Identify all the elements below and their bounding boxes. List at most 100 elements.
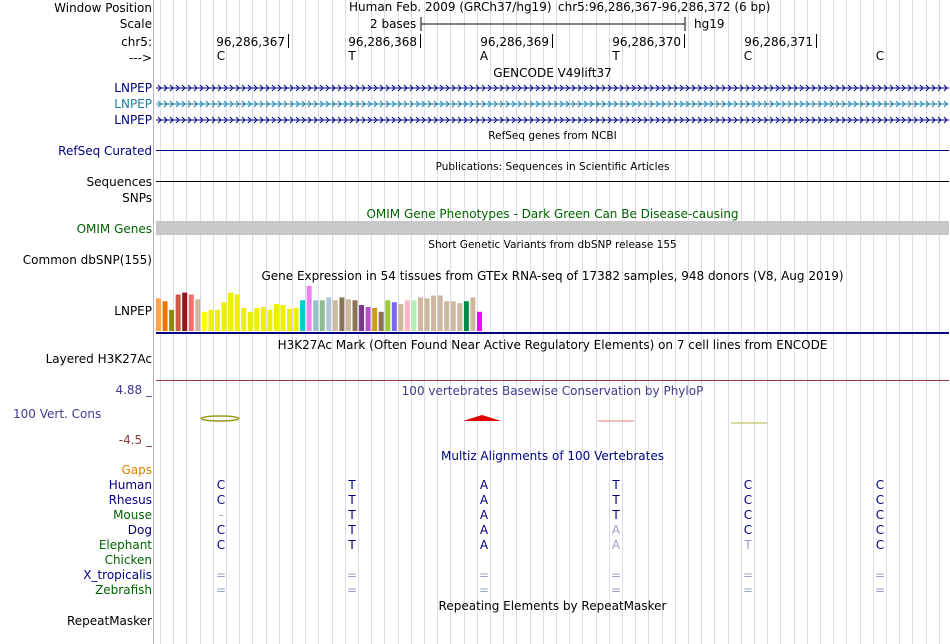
gtex-tissue-bar[interactable] [424, 298, 430, 331]
gtex-tissue-bar[interactable] [182, 292, 188, 331]
grid-line [794, 0, 795, 644]
gtex-tissue-bar[interactable] [260, 307, 266, 331]
multiz-title[interactable]: Multiz Alignments of 100 Vertebrates [440, 449, 665, 463]
dbsnp-label[interactable]: Common dbSNP(155) [22, 253, 152, 267]
gene-model-2[interactable] [156, 100, 949, 108]
reference-base[interactable]: C [216, 49, 226, 63]
reference-base[interactable]: C [875, 49, 885, 63]
gtex-tissue-bar[interactable] [450, 301, 456, 331]
species-label[interactable]: Mouse [113, 508, 152, 522]
phylop-title[interactable]: 100 vertebrates Basewise Conservation by… [401, 384, 704, 398]
gencode-title[interactable]: GENCODE V49lift37 [493, 66, 612, 80]
phylop-label[interactable]: 100 Vert. Cons [13, 407, 102, 421]
gtex-tissue-bar[interactable] [300, 300, 306, 331]
gtex-tissue-bar[interactable] [293, 307, 299, 331]
gtex-tissue-bar[interactable] [254, 307, 260, 331]
gtex-tissue-bar[interactable] [221, 302, 227, 331]
reference-base[interactable]: C [743, 49, 753, 63]
publications-title[interactable]: Publications: Sequences in Scientific Ar… [435, 161, 670, 173]
gtex-tissue-bar[interactable] [208, 309, 214, 331]
h3k27ac-title[interactable]: H3K27Ac Mark (Often Found Near Active Re… [277, 338, 828, 352]
gtex-tissue-bar[interactable] [365, 307, 371, 331]
gtex-tissue-bar[interactable] [345, 299, 351, 331]
gtex-tissue-bar[interactable] [234, 294, 240, 331]
gtex-bar-chart[interactable] [156, 283, 556, 333]
species-label[interactable]: Zebrafish [95, 583, 152, 597]
sequences-label[interactable]: Sequences [86, 175, 152, 189]
gtex-tissue-bar[interactable] [352, 300, 358, 331]
publications-line[interactable] [156, 181, 949, 182]
repeatmasker-title[interactable]: Repeating Elements by RepeatMasker [438, 599, 667, 613]
phylop-plot[interactable] [156, 410, 949, 426]
gtex-tissue-bar[interactable] [201, 311, 207, 331]
gtex-tissue-bar[interactable] [175, 294, 181, 331]
gencode-track-label-1[interactable]: LNPEP [114, 81, 152, 95]
gene-model-3[interactable] [156, 116, 949, 124]
aligned-base: = [478, 568, 490, 582]
gtex-tissue-bar[interactable] [273, 304, 279, 331]
gencode-track-label-3[interactable]: LNPEP [114, 113, 152, 127]
gtex-tissue-bar[interactable] [188, 294, 194, 331]
gtex-tissue-bar[interactable] [195, 299, 201, 331]
gaps-label[interactable]: Gaps [121, 463, 152, 477]
gtex-tissue-bar[interactable] [313, 300, 319, 331]
gtex-tissue-bar[interactable] [319, 300, 325, 331]
gtex-tissue-bar[interactable] [339, 297, 345, 331]
gtex-tissue-bar[interactable] [431, 295, 437, 331]
gtex-tissue-bar[interactable] [306, 285, 312, 331]
repeatmasker-label[interactable]: RepeatMasker [66, 614, 152, 628]
species-label[interactable]: X_tropicalis [83, 568, 152, 582]
omim-title[interactable]: OMIM Gene Phenotypes - Dark Green Can Be… [366, 207, 739, 221]
gtex-tissue-bar[interactable] [214, 309, 220, 331]
gtex-tissue-bar[interactable] [470, 297, 476, 331]
gtex-tissue-bar[interactable] [280, 305, 286, 331]
gtex-tissue-bar[interactable] [287, 308, 292, 331]
gtex-tissue-bar[interactable] [391, 302, 397, 331]
reference-base[interactable]: A [479, 49, 489, 63]
gene-model-1[interactable] [156, 84, 949, 92]
species-label[interactable]: Dog [127, 523, 152, 537]
reference-base[interactable]: T [348, 49, 356, 63]
gtex-tissue-bar[interactable] [404, 300, 410, 331]
strand-chevron [223, 100, 228, 108]
gtex-tissue-bar[interactable] [457, 303, 463, 331]
species-label[interactable]: Chicken [104, 553, 152, 567]
gtex-tissue-bar[interactable] [247, 311, 253, 331]
refseq-gene-line[interactable] [156, 150, 949, 151]
gtex-tissue-bar[interactable] [372, 307, 378, 331]
gtex-tissue-bar[interactable] [444, 301, 450, 331]
gtex-tissue-bar[interactable] [378, 311, 384, 331]
refseq-title[interactable]: RefSeq genes from NCBI [488, 130, 617, 142]
gtex-tissue-bar[interactable] [476, 311, 482, 331]
gtex-tissue-bar[interactable] [385, 300, 391, 331]
gtex-tissue-bar[interactable] [418, 297, 423, 331]
gtex-tissue-bar[interactable] [267, 309, 273, 331]
gtex-tissue-bar[interactable] [241, 307, 247, 331]
gtex-tissue-bar[interactable] [411, 300, 417, 331]
gtex-tissue-bar[interactable] [228, 292, 234, 331]
gtex-tissue-bar[interactable] [162, 301, 168, 331]
species-label[interactable]: Human [108, 478, 152, 492]
gtex-title[interactable]: Gene Expression in 54 tissues from GTEx … [261, 269, 844, 283]
dbsnp-title[interactable]: Short Genetic Variants from dbSNP releas… [428, 239, 677, 251]
gtex-tissue-bar[interactable] [326, 297, 332, 331]
gtex-tissue-bar[interactable] [359, 305, 365, 331]
gtex-tissue-bar[interactable] [332, 300, 338, 331]
gtex-tissue-bar[interactable] [169, 309, 175, 331]
snps-label[interactable]: SNPs [122, 191, 152, 205]
reference-base[interactable]: T [612, 49, 620, 63]
species-label[interactable]: Rhesus [108, 493, 152, 507]
gtex-tissue-bar[interactable] [437, 295, 443, 331]
gtex-tissue-bar[interactable] [156, 298, 161, 331]
gtex-tissue-bar[interactable] [398, 304, 404, 331]
h3k27ac-label[interactable]: Layered H3K27Ac [45, 352, 152, 366]
gtex-label[interactable]: LNPEP [114, 304, 152, 318]
omim-gene-bar[interactable] [156, 221, 949, 235]
species-label[interactable]: Elephant [98, 538, 152, 552]
strand-chevron [391, 84, 396, 92]
gencode-track-label-2[interactable]: LNPEP [114, 97, 152, 111]
gtex-tissue-bar[interactable] [463, 301, 469, 331]
refseq-label[interactable]: RefSeq Curated [58, 144, 152, 158]
omim-label[interactable]: OMIM Genes [76, 222, 152, 236]
